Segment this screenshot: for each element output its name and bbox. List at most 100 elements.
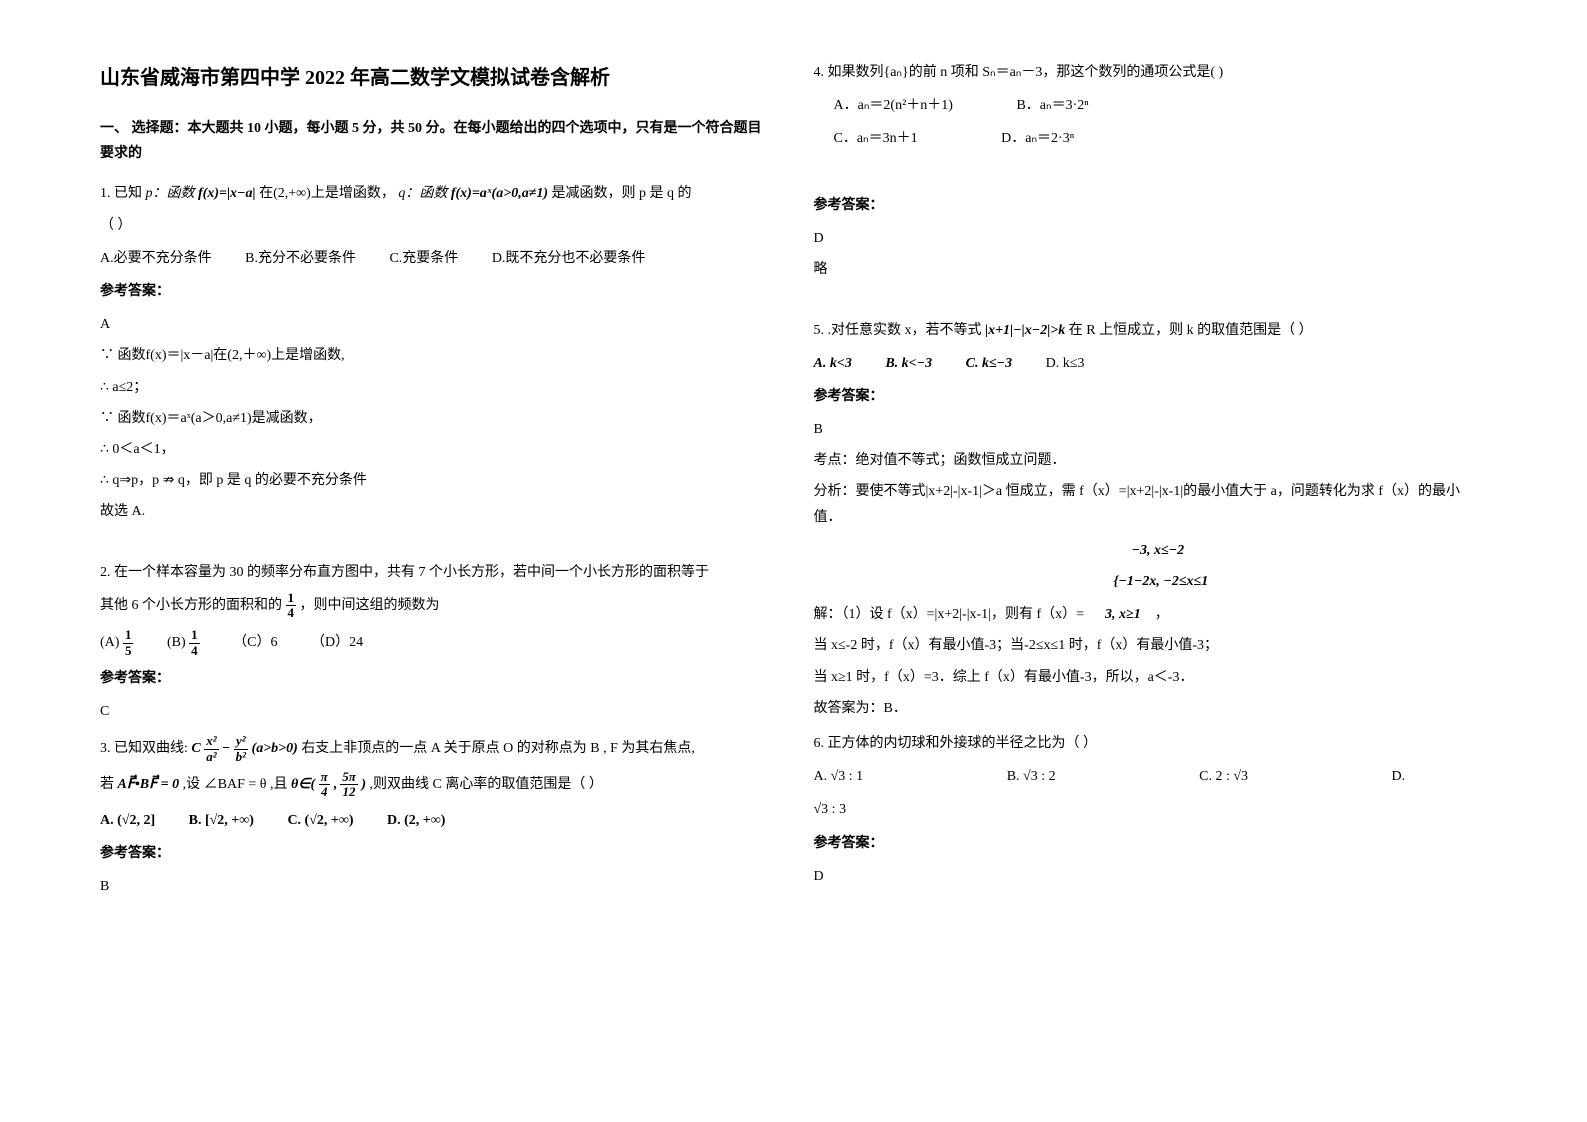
q3-stem2-mid: ,设 ∠BAF = θ ,且 [183, 777, 288, 792]
q5-exp1: 考点：绝对值不等式；函数恒成立问题． [814, 448, 1488, 473]
q2-options: (A) 1 5 (B) 1 4 （C）6 （D）24 [100, 628, 774, 658]
section-heading: 一、 选择题：本大题共 10 小题，每小题 5 分，共 50 分。在每小题给出的… [100, 116, 774, 166]
q1-exp4: ∴ 0＜a＜1， [100, 437, 774, 462]
q1-suffix: 是减函数，则 p 是 q 的 [552, 186, 692, 201]
q4-answer-label: 参考答案： [814, 193, 1488, 218]
q2-frac-num: 1 [286, 591, 297, 606]
q2-frac: 1 4 [286, 591, 297, 621]
q3-theta-den1: 4 [319, 785, 330, 799]
q3-b2: b² [234, 750, 248, 764]
q6-optD-prefix: D. [1392, 764, 1406, 789]
q4-optC: C．aₙ＝3n＋1 [834, 126, 918, 151]
q2-optB-num: 1 [189, 628, 200, 643]
q5-stem-suffix: 在 R 上恒成立，则 k 的取值范围是（ ） [1069, 323, 1313, 338]
q3-x2: x² [204, 734, 218, 749]
q6-answer-label: 参考答案： [814, 831, 1488, 856]
q3-theta-num1: π [319, 770, 330, 785]
q2-optA: (A) 1 5 [100, 628, 133, 658]
q3-optA: A. (√2, 2] [100, 808, 155, 833]
q5-answer-label: 参考答案： [814, 384, 1488, 409]
q4-optB: B．aₙ＝3·2ⁿ [1016, 93, 1088, 118]
q6-options: A. √3 : 1 B. √3 : 2 C. 2 : √3 D. [814, 764, 1488, 789]
q6-optD: √3 : 3 [814, 797, 1488, 822]
q3-stem2-prefix: 若 [100, 777, 114, 792]
page-title: 山东省威海市第四中学 2022 年高二数学文模拟试卷含解析 [100, 60, 774, 96]
q1-optC: C.充要条件 [389, 246, 458, 271]
right-column: 4. 如果数列{aₙ}的前 n 项和 Sₙ＝aₙ－3，那这个数列的通项公式是( … [794, 60, 1508, 1062]
q2-optB: (B) 1 4 [167, 628, 200, 658]
q3-theta-frac2: 5π 12 [340, 770, 358, 800]
question-5: 5. .对任意实数 x，若不等式 |x+1|−|x−2|>k 在 R 上恒成立，… [814, 318, 1488, 721]
q4-options-row1: A．aₙ＝2(n²＋n＋1) B．aₙ＝3·2ⁿ [834, 93, 1488, 118]
q3-theta-pre: θ∈( [291, 777, 315, 792]
question-4: 4. 如果数列{aₙ}的前 n 项和 Sₙ＝aₙ－3，那这个数列的通项公式是( … [814, 60, 1488, 282]
q2-stem2-suffix: ，则中间这组的频数为 [300, 598, 440, 613]
q1-stem-prefix: 1. 已知 [100, 186, 142, 201]
q5-exp2: 分析：要使不等式|x+2|-|x-1|＞a 恒成立，需 f（x）=|x+2|-|… [814, 479, 1488, 529]
q1-exp3: ∵ 函数f(x)＝aˣ(a＞0,a≠1)是减函数， [100, 406, 774, 431]
q1-p: p：函数 [146, 186, 195, 201]
q5-exp5: 当 x≥1 时，f（x）=3．综上 f（x）有最小值-3，所以，a＜-3． [814, 665, 1488, 690]
q6-optB: B. √3 : 2 [1007, 764, 1056, 789]
q2-answer: C [100, 699, 774, 724]
q3-minus: − [222, 741, 230, 756]
q4-stem: 4. 如果数列{aₙ}的前 n 项和 Sₙ＝aₙ－3，那这个数列的通项公式是( … [814, 60, 1488, 85]
q1-optB: B.充分不必要条件 [245, 246, 356, 271]
q5-piecewise: −3, x≤−2 {−1−2x, −2≤x≤1 [1114, 538, 1488, 594]
q1-answer-label: 参考答案： [100, 279, 774, 304]
q5-exp3: 解：（1）设 f（x）=|x+2|-|x-1|，则有 f（x）= [814, 607, 1085, 622]
q1-options: A.必要不充分条件 B.充分不必要条件 C.充要条件 D.既不充分也不必要条件 [100, 246, 774, 271]
q5-piece2: {−1−2x, −2≤x≤1 [1114, 569, 1488, 594]
q3-theta-den2: 12 [340, 785, 358, 799]
question-3: 3. 已知双曲线: C x² a² − y² b² (a>b>0) 右支上非顶点… [100, 734, 774, 899]
q1-mid: 在(2,+∞)上是增函数， [259, 186, 395, 201]
q2-frac-den: 4 [286, 606, 297, 620]
q4-optA: A．aₙ＝2(n²＋n＋1) [834, 93, 953, 118]
q5-options: A. k<3 B. k<−3 C. k≤−3 D. k≤3 [814, 351, 1488, 376]
q1-optD: D.既不充分也不必要条件 [492, 246, 646, 271]
question-2: 2. 在一个样本容量为 30 的频率分布直方图中，共有 7 个小长方形，若中间一… [100, 560, 774, 725]
question-1: 1. 已知 p：函数 f(x)=|x−a| 在(2,+∞)上是增函数， q：函数… [100, 181, 774, 524]
q1-exp2: ∴ a≤2； [100, 375, 774, 400]
q6-answer: D [814, 864, 1488, 889]
q4-answer: D [814, 226, 1488, 251]
q1-exp6: 故选 A. [100, 499, 774, 524]
q6-optA: A. √3 : 1 [814, 764, 864, 789]
q5-stem-prefix: 5. .对任意实数 x，若不等式 [814, 323, 982, 338]
q3-frac2: y² b² [234, 734, 248, 764]
q3-frac1: x² a² [204, 734, 218, 764]
q2-optB-label: (B) [167, 635, 186, 650]
q3-options: A. (√2, 2] B. [√2, +∞) C. (√2, +∞) D. (2… [100, 808, 774, 833]
q4-optD: D．aₙ＝2·3ⁿ [1001, 126, 1074, 151]
q5-optB: B. k<−3 [885, 351, 932, 376]
q3-a2: a² [204, 750, 218, 764]
q4-exp: 略 [814, 257, 1488, 282]
q3-y2: y² [234, 734, 248, 749]
q5-piece1: −3, x≤−2 [1132, 538, 1488, 563]
q3-optB: B. [√2, +∞) [189, 808, 254, 833]
q3-optD: D. (2, +∞) [387, 808, 445, 833]
q2-optA-label: (A) [100, 635, 119, 650]
q3-theta-comma: , [333, 777, 337, 792]
q1-q: q：函数 [398, 186, 447, 201]
q2-optA-den: 5 [123, 644, 134, 658]
q5-exp3-suffix: ， [1155, 607, 1169, 622]
q5-exp6: 故答案为：B． [814, 696, 1488, 721]
q3-answer: B [100, 874, 774, 899]
q1-answer: A [100, 312, 774, 337]
q1-exp5: ∴ q⇒p，p ⇏ q，即 p 是 q 的必要不充分条件 [100, 468, 774, 493]
q2-optB-den: 4 [189, 644, 200, 658]
q5-answer: B [814, 417, 1488, 442]
q3-theta-num2: 5π [340, 770, 358, 785]
q3-optC: C. (√2, +∞) [287, 808, 353, 833]
q2-optA-frac: 1 5 [123, 628, 134, 658]
q1-optA: A.必要不充分条件 [100, 246, 212, 271]
q1-f2: f(x)=aˣ(a>0,a≠1) [451, 186, 548, 201]
q2-optA-num: 1 [123, 628, 134, 643]
q5-optA: A. k<3 [814, 351, 852, 376]
q6-stem: 6. 正方体的内切球和外接球的半径之比为（ ） [814, 731, 1488, 756]
q1-f1: f(x)=|x−a| [198, 186, 256, 201]
q5-optC: C. k≤−3 [966, 351, 1013, 376]
q2-optD: （D）24 [311, 630, 363, 655]
q2-optB-frac: 1 4 [189, 628, 200, 658]
